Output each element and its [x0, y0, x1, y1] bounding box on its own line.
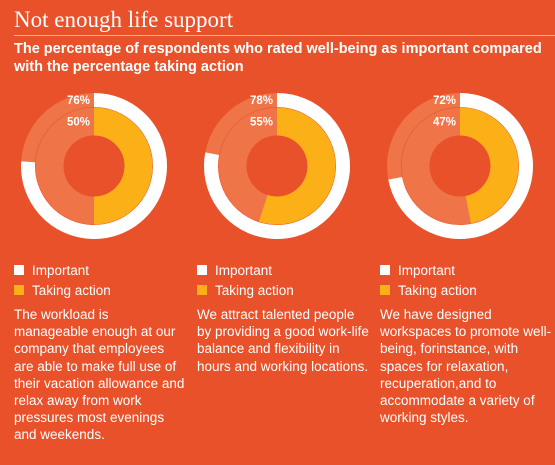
legend-2: Important Taking action: [197, 260, 294, 300]
taking-action-value-label: 47%: [433, 117, 456, 129]
page-title: Not enough life support: [14, 7, 234, 32]
legend-swatch-important: [197, 265, 207, 275]
legend-swatch-important: [14, 265, 24, 275]
legend-swatch-taking-action: [380, 285, 390, 295]
legend-label-important: Important: [398, 262, 456, 278]
legend-label-taking-action: Taking action: [32, 282, 111, 298]
chart-description-1: The workload is manageable enough at our…: [14, 307, 185, 443]
page-subtitle: The percentage of respondents who rated …: [14, 41, 542, 75]
legend-swatch-taking-action: [14, 285, 24, 295]
taking-action-value-label: 55%: [250, 117, 273, 129]
legend-swatch-taking-action: [197, 285, 207, 295]
legend-1: Important Taking action: [14, 260, 111, 300]
legend-item-important: Important: [380, 260, 477, 280]
important-value-label: 78%: [250, 95, 273, 107]
donut-chart-2: 78% 55%: [204, 93, 350, 239]
chart-panel-1: 76% 50% Important Taking action The workl…: [14, 80, 189, 460]
important-arc: [204, 93, 350, 239]
important-arc: [21, 93, 167, 239]
taking-action-arc: [258, 107, 336, 225]
donut-chart-1: 76% 50%: [21, 93, 167, 239]
chart-description-2: We attract talented people by providing …: [197, 307, 369, 374]
legend-3: Important Taking action: [380, 260, 477, 300]
legend-label-taking-action: Taking action: [398, 282, 477, 298]
legend-item-taking-action: Taking action: [380, 280, 477, 300]
legend-label-important: Important: [32, 262, 90, 278]
donut-chart-3: 72% 47%: [387, 93, 533, 239]
legend-item-important: Important: [197, 260, 294, 280]
legend-label-taking-action: Taking action: [215, 282, 294, 298]
taking-action-arc: [459, 107, 519, 224]
legend-swatch-important: [380, 265, 390, 275]
taking-action-arc: [93, 107, 153, 225]
title-divider: [14, 35, 555, 36]
legend-label-important: Important: [215, 262, 273, 278]
chart-description-3: We have designed workspaces to promote w…: [380, 307, 552, 426]
chart-panel-2: 78% 55% Important Taking action We attrac…: [197, 80, 372, 460]
legend-item-taking-action: Taking action: [197, 280, 294, 300]
taking-action-value-label: 50%: [67, 117, 90, 129]
important-value-label: 72%: [433, 95, 456, 107]
important-value-label: 76%: [67, 95, 90, 107]
chart-panel-3: 72% 47% Important Taking action We have d…: [380, 80, 555, 460]
important-arc: [388, 93, 533, 239]
legend-item-taking-action: Taking action: [14, 280, 111, 300]
legend-item-important: Important: [14, 260, 111, 280]
